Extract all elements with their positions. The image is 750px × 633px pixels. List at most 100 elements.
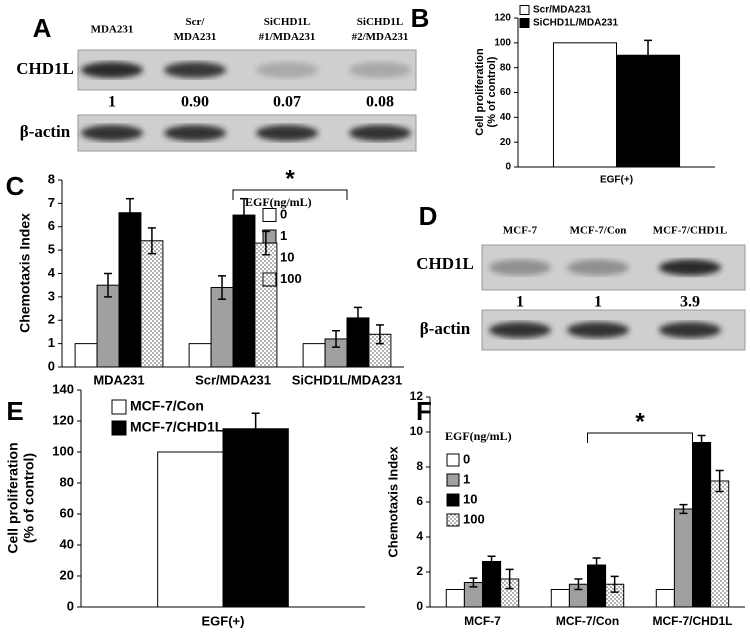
quantification-label: 1 [108,94,116,111]
legend-label: Scr/MDA231 [533,5,592,16]
y-axis-label: Chemotaxis Index [17,213,33,333]
error-bar [353,306,362,330]
significance-bracket [587,432,693,443]
legend-title: EGF(ng/mL) [445,429,512,443]
loading-band [567,322,629,338]
bar [74,343,98,368]
x-tick-label: MCF-7 [464,614,501,628]
y-tick-label: 8 [416,459,423,473]
y-tick-label: 20 [500,137,512,148]
y-tick-label: 4 [416,529,423,543]
y-axis-label: Cell proliferation [5,442,21,553]
error-bar [715,469,724,493]
y-tick-label: 120 [494,13,511,24]
band [567,259,629,276]
y-tick-label: 12 [410,389,424,403]
legend-swatch [446,493,460,507]
x-tick-label: MDA231 [93,372,144,387]
x-tick-label: SiCHD1L/MDA231 [292,372,403,387]
error-bar [261,230,270,256]
lane-label: #1/MDA231 [259,31,316,43]
bar [232,214,256,368]
y-tick-label: 40 [500,112,512,123]
bar [118,212,142,368]
significance-bracket [232,189,348,200]
y-tick-label: 2 [416,564,423,578]
error-bar [218,275,227,300]
bar [254,242,278,368]
legend-label: 100 [280,271,302,286]
panel-letter: F [416,396,432,426]
y-tick-label: 0 [416,599,423,613]
legend-swatch [262,272,277,287]
error-bar [104,272,113,298]
legend-swatch [446,453,460,467]
loading-band [659,322,721,338]
bar [482,561,502,608]
legend-label: 0 [280,206,287,221]
legend-swatch [519,18,530,28]
x-tick-label: EGF(+) [202,613,245,628]
loading-band [349,125,411,141]
y-tick-label: 140 [52,381,74,396]
y-tick-label: 7 [48,195,55,210]
y-tick-label: 0 [505,162,511,173]
lane-label: #2/MDA231 [352,31,409,43]
y-tick-label: 80 [60,474,74,489]
error-bar [679,503,688,515]
y-tick-label: 6 [48,218,55,233]
y-tick-label: 60 [500,87,512,98]
y-tick-label: 60 [60,505,74,520]
error-bar [644,39,653,71]
y-axis-label: (% of control) [486,56,498,127]
legend-label: 1 [463,471,470,486]
y-tick-label: 3 [48,288,55,303]
panel-letter: A [33,13,52,43]
band [659,259,721,276]
error-bar [487,555,496,568]
error-bar [697,434,706,451]
panel-letter: E [6,396,23,426]
y-axis-label: Cell proliferation [474,48,486,136]
bar [157,451,224,608]
quantification-label: 0.08 [366,94,394,111]
y-tick-label: 100 [494,37,511,48]
y-tick-label: 1 [48,335,55,350]
quantification-label: 0.90 [181,94,209,111]
legend-swatch [519,5,530,15]
bar [552,42,618,168]
band [164,62,226,78]
error-bar [574,578,583,591]
legend-label: 100 [463,511,485,526]
legend-label: 1 [280,228,287,243]
y-tick-label: 10 [410,424,424,438]
protein-label: CHD1L [416,254,474,273]
y-tick-label: 6 [416,494,423,508]
error-bar [332,330,341,348]
x-tick-label: Scr/MDA231 [195,372,271,387]
quantification-label: 1 [594,294,602,311]
legend-label: 10 [463,491,477,506]
significance-marker: * [635,408,645,435]
bar [655,589,675,608]
bar [673,508,694,608]
bar [188,343,212,368]
protein-label: β-actin [420,319,471,338]
error-bar [251,412,260,445]
x-tick-label: MCF-7/Con [556,614,619,628]
protein-label: β-actin [20,122,71,141]
significance-marker: * [285,165,295,192]
bar [445,589,465,608]
panel-letter: C [6,171,25,201]
lane-label: MDA231 [174,31,217,43]
legend-swatch [446,513,460,527]
error-bar [125,197,134,228]
legend-label: MCF-7/Con [130,398,204,414]
lane-label: SiCHD1L [357,16,403,28]
panel-letter: D [419,201,438,231]
y-tick-label: 40 [60,536,74,551]
legend-label: SiCHD1L/MDA231 [533,18,618,29]
quantification-label: 1 [516,294,524,311]
y-tick-label: 80 [500,62,512,73]
